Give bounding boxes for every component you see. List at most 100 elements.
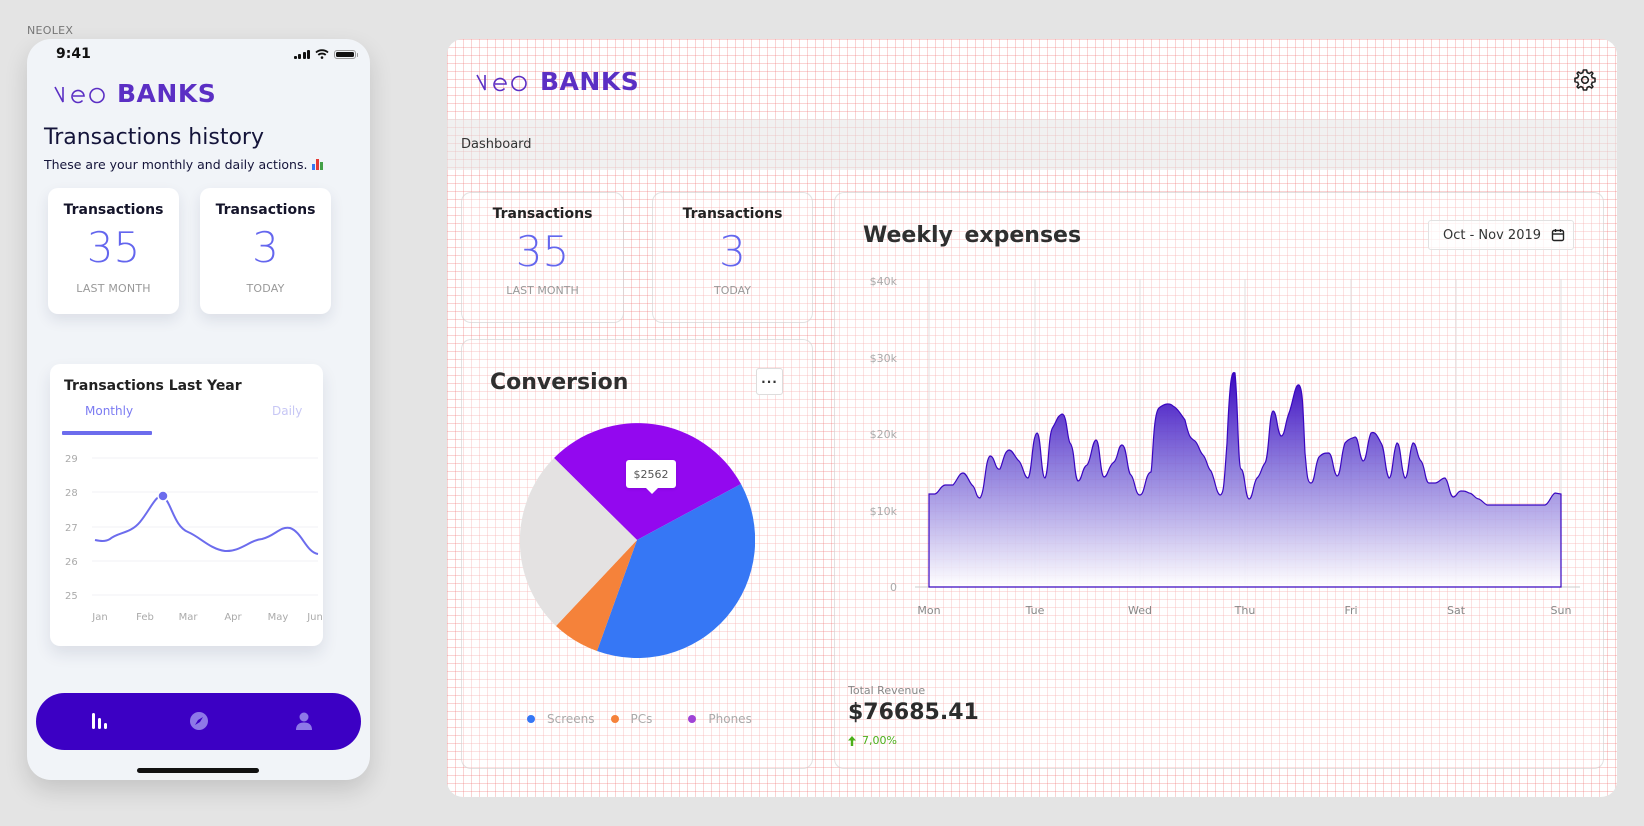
legend-label: PCs (630, 712, 653, 726)
weekly-expenses-card: Weekly expenses Oct - Nov 2019 $40k $30 (834, 192, 1604, 769)
svg-text:Jun: Jun (306, 612, 323, 623)
svg-text:28: 28 (65, 488, 78, 499)
svg-text:26: 26 (65, 557, 78, 568)
tab-monthly[interactable]: Monthly (85, 404, 134, 418)
logo-text: BANKS (117, 79, 217, 108)
wifi-icon (315, 49, 329, 59)
y-axis-labels: $40k $30k $20k $10k 0 (870, 275, 898, 594)
transactions-today-card[interactable]: Transactions 3 TODAY (652, 192, 813, 323)
battery-icon (334, 49, 358, 59)
page-title: Transactions history (44, 125, 264, 150)
legend-dot-icon (527, 715, 535, 723)
svg-text:Apr: Apr (224, 612, 242, 623)
legend-dot-icon (610, 715, 619, 723)
svg-text:Sat: Sat (1447, 604, 1466, 617)
conversion-title: Conversion (490, 370, 629, 395)
home-indicator (137, 768, 259, 773)
calendar-icon (1551, 229, 1565, 242)
svg-text:$20k: $20k (870, 428, 898, 441)
monthly-line-chart: 29 28 27 26 25 Jan Feb Mar Apr May Jun (65, 454, 323, 623)
svg-text:$40k: $40k (870, 275, 898, 288)
chart-gridlines (92, 457, 318, 596)
card-value: 3 (252, 223, 279, 272)
svg-text:Feb: Feb (136, 612, 154, 623)
svg-text:0: 0 (890, 581, 897, 594)
date-range-picker[interactable]: Oct - Nov 2019 (1428, 220, 1574, 250)
card-value: 35 (86, 223, 141, 272)
logo-text: BANKS (540, 67, 640, 96)
svg-text:Sun: Sun (1551, 604, 1572, 617)
x-axis-labels: Jan Feb Mar Apr May Jun (91, 612, 323, 623)
mobile-app-frame: 9:41 BANKS Transactions history These ar… (27, 39, 370, 780)
card-subtitle: TODAY (246, 282, 285, 295)
transactions-today-card[interactable]: Transactions 3 TODAY (200, 188, 331, 314)
neo-logo-mark (54, 86, 105, 103)
pie-slice-pcs (556, 540, 637, 651)
card-subtitle: LAST MONTH (76, 282, 151, 295)
page-header-bar (447, 119, 1617, 170)
svg-text:Wed: Wed (1128, 604, 1152, 617)
bar-chart-emoji-icon (312, 159, 324, 170)
conversion-card: Conversion ··· $2562 Screens PCs Phones (461, 339, 813, 769)
y-axis-labels: 29 28 27 26 25 (65, 454, 78, 602)
nav-profile-button[interactable] (289, 706, 319, 736)
card-title: Transactions Last Year (64, 378, 242, 394)
card-title: Transactions (63, 202, 164, 218)
area-series (928, 371, 1562, 588)
status-icons (293, 49, 358, 59)
arrow-up-icon (848, 735, 856, 746)
svg-text:27: 27 (65, 523, 78, 534)
chart-legend: Screens PCs Phones (527, 712, 768, 726)
transactions-last-month-card[interactable]: Transactions 35 LAST MONTH (48, 188, 179, 314)
card-title: Transactions (492, 206, 593, 222)
svg-text:29: 29 (65, 454, 78, 465)
svg-text:25: 25 (65, 591, 78, 602)
app-logo: BANKS (53, 79, 216, 108)
legend-label: Phones (708, 712, 752, 726)
pie-tooltip: $2562 (626, 460, 676, 494)
svg-text:$30k: $30k (870, 352, 898, 365)
total-revenue-value: $76685.41 (848, 700, 979, 725)
transactions-last-year-card: Transactions Last Year Monthly Daily 29 2… (50, 364, 323, 646)
legend-dot-icon (688, 715, 697, 723)
card-title: Transactions (682, 206, 783, 222)
settings-gear-icon[interactable] (1573, 68, 1597, 92)
legend-item-screens[interactable]: Screens (527, 712, 595, 726)
neo-logo-mark (476, 74, 527, 91)
svg-text:Mar: Mar (179, 612, 199, 623)
total-revenue-label: Total Revenue (848, 684, 926, 697)
more-options-button[interactable]: ··· (756, 368, 783, 395)
nav-stats-button[interactable] (84, 706, 114, 736)
line-series (94, 494, 319, 555)
signal-icon (293, 49, 310, 59)
status-time: 9:41 (56, 46, 91, 62)
app-logo: BANKS (474, 67, 639, 96)
tab-daily[interactable]: Daily (272, 404, 303, 418)
breadcrumb-dashboard[interactable]: Dashboard (461, 137, 532, 152)
conversion-pie-chart[interactable] (519, 422, 755, 658)
legend-item-pcs[interactable]: PCs (610, 712, 653, 726)
weekly-expenses-area-chart[interactable]: $40k $30k $20k $10k 0 Mon Tue Wed (835, 273, 1605, 623)
svg-text:Fri: Fri (1344, 604, 1357, 617)
pie-slice-screens (597, 484, 755, 658)
date-range-value: Oct - Nov 2019 (1443, 227, 1542, 243)
status-bar: 9:41 (27, 39, 370, 67)
card-value: 35 (515, 227, 570, 276)
svg-text:Thu: Thu (1234, 604, 1256, 617)
svg-text:May: May (268, 612, 289, 623)
desktop-dashboard-frame: BANKS Dashboard Transactions 35 LAST MON… (447, 39, 1617, 797)
revenue-change-badge: 7,00% (848, 734, 897, 747)
svg-text:Mon: Mon (917, 604, 940, 617)
page-subtitle: These are your monthly and daily actions… (44, 157, 324, 172)
subtitle-text: These are your monthly and daily actions… (44, 157, 308, 172)
card-title: Transactions (215, 202, 316, 218)
nav-explore-button[interactable] (184, 706, 214, 736)
revenue-change-value: 7,00% (862, 734, 897, 747)
transactions-last-month-card[interactable]: Transactions 35 LAST MONTH (461, 192, 624, 323)
card-subtitle: LAST MONTH (506, 284, 579, 297)
svg-text:Tue: Tue (1025, 604, 1045, 617)
legend-item-phones[interactable]: Phones (688, 712, 752, 726)
svg-text:Jan: Jan (91, 612, 107, 623)
user-icon (296, 712, 312, 730)
svg-text:$10k: $10k (870, 505, 898, 518)
